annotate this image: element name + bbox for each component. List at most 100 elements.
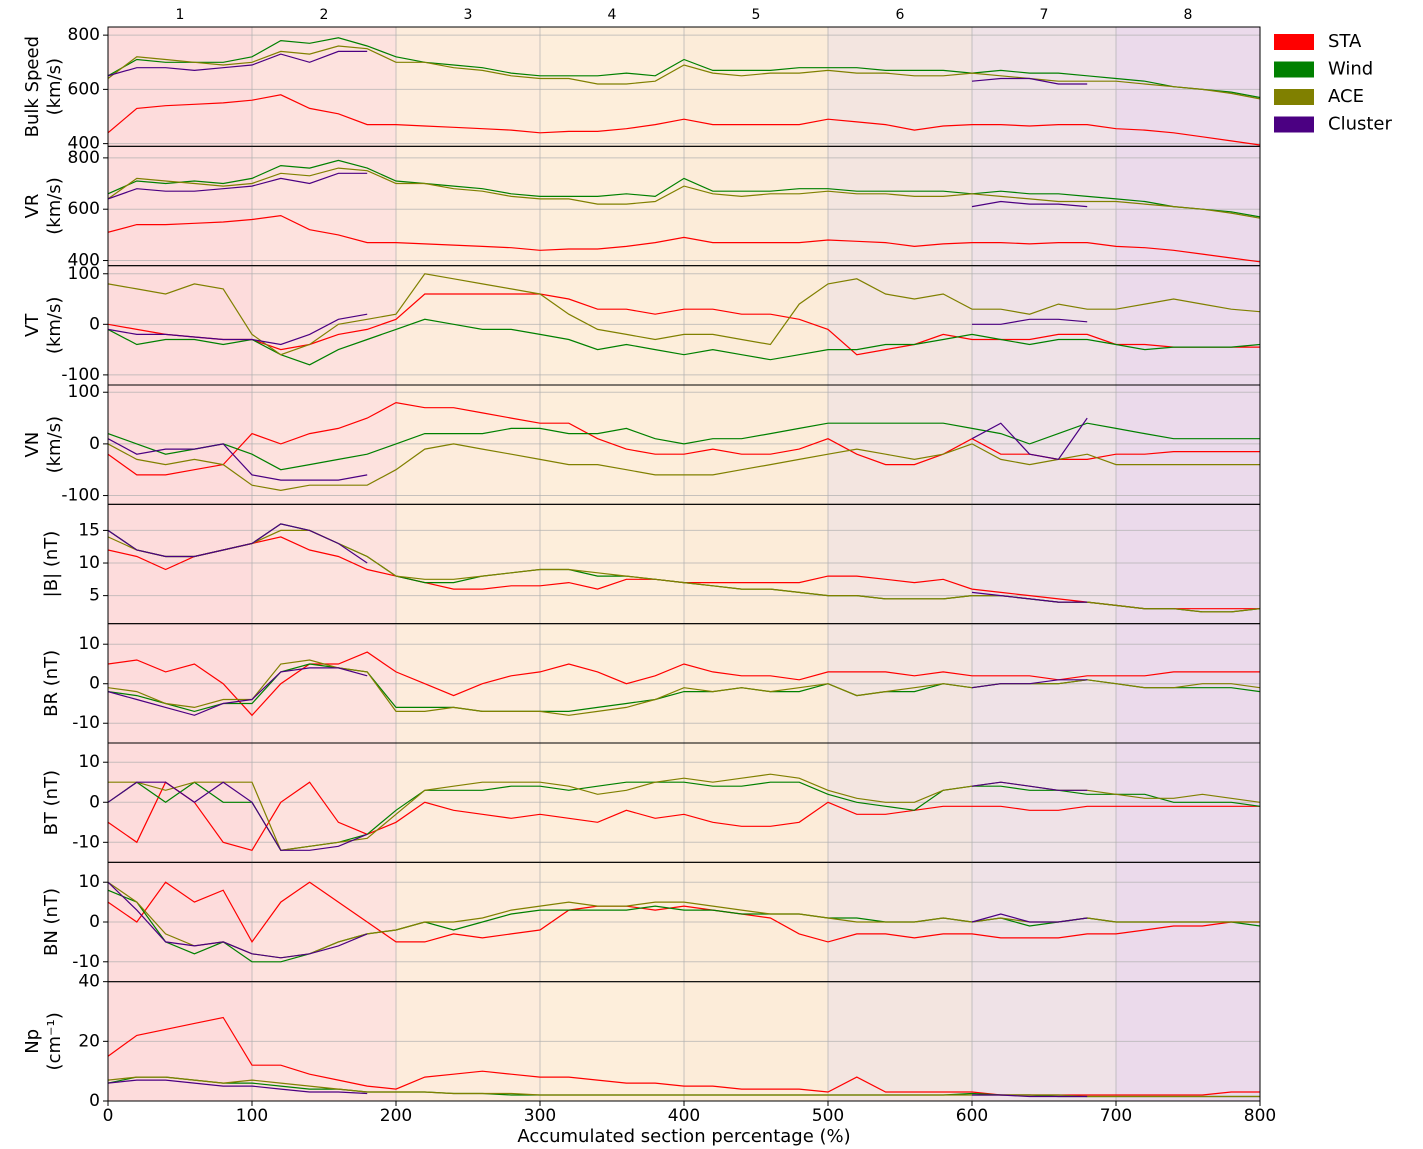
y-tick-label: 800 <box>68 148 100 168</box>
section-label: 4 <box>608 7 617 23</box>
series-line <box>108 159 1260 218</box>
x-tick-label: 700 <box>1100 1106 1132 1126</box>
y-axis-label: VT <box>22 313 43 337</box>
section-label: 2 <box>320 7 329 23</box>
y-axis-label: (cm⁻¹) <box>44 1012 65 1070</box>
legend-swatch <box>1274 89 1314 105</box>
section-label: 6 <box>896 7 905 23</box>
y-tick-label: 0 <box>89 1091 100 1111</box>
series-line <box>108 422 1260 471</box>
y-axis-label: (km/s) <box>44 416 65 473</box>
series-line <box>108 667 1088 716</box>
y-axis-label: VR <box>22 194 43 219</box>
legend-label: ACE <box>1328 86 1364 107</box>
legend-swatch <box>1274 61 1314 78</box>
series-line <box>108 273 1260 356</box>
series-line <box>108 214 1260 263</box>
y-tick-label: 600 <box>68 79 100 99</box>
y-tick-label: 10 <box>78 872 100 892</box>
series-line <box>108 172 1088 208</box>
y-axis-label: (km/s) <box>44 177 65 234</box>
series-line <box>108 523 1088 603</box>
plot-area <box>108 159 1260 263</box>
y-tick-label: -10 <box>72 952 100 972</box>
series-line <box>108 50 1088 85</box>
plot-area <box>108 523 1260 613</box>
y-axis-label: (km/s) <box>44 297 65 354</box>
legend-label: STA <box>1328 31 1362 52</box>
series-line <box>108 881 1260 944</box>
x-tick-label: 200 <box>380 1106 412 1126</box>
plot-area <box>108 881 1260 963</box>
y-tick-label: 20 <box>78 1031 100 1051</box>
y-tick-label: 5 <box>89 586 100 606</box>
y-tick-label: 100 <box>68 264 100 284</box>
legend-swatch <box>1274 116 1314 133</box>
y-tick-label: 15 <box>78 520 100 540</box>
x-tick-label: 600 <box>956 1106 988 1126</box>
legend-label: Wind <box>1328 59 1373 80</box>
series-line <box>108 881 1088 959</box>
section-label: 3 <box>464 7 473 23</box>
series-line <box>108 417 1088 481</box>
x-tick-label: 500 <box>812 1106 844 1126</box>
plot-area <box>108 37 1260 146</box>
y-tick-label: 10 <box>78 634 100 654</box>
y-tick-label: 400 <box>68 251 100 271</box>
y-tick-label: 0 <box>89 792 100 812</box>
y-axis-label: BN (nT) <box>41 888 62 956</box>
y-axis-label: Bulk Speed <box>22 36 43 137</box>
x-tick-label: 800 <box>1244 1106 1276 1126</box>
y-tick-label: 0 <box>89 674 100 694</box>
y-axis-label: Np <box>22 1029 43 1054</box>
y-tick-label: 400 <box>68 134 100 154</box>
series-line <box>108 781 1260 852</box>
series-line <box>108 1076 1260 1098</box>
section-band <box>252 27 396 1101</box>
section-band <box>828 27 972 1101</box>
x-tick-label: 300 <box>524 1106 556 1126</box>
series-line <box>108 1079 1088 1098</box>
series-line <box>108 313 1088 346</box>
legend-swatch <box>1274 34 1314 50</box>
y-axis-label: VN <box>22 432 43 458</box>
series-line <box>108 45 1260 100</box>
section-band <box>540 27 684 1101</box>
y-tick-label: 40 <box>78 972 100 992</box>
y-tick-label: 0 <box>89 314 100 334</box>
series-line <box>108 37 1260 99</box>
series-line <box>108 94 1260 146</box>
y-tick-label: -10 <box>72 832 100 852</box>
series-line <box>108 401 1260 476</box>
section-label: 7 <box>1040 7 1049 23</box>
y-tick-label: 800 <box>68 25 100 45</box>
plot-area <box>108 773 1260 852</box>
x-tick-label: 0 <box>103 1106 114 1126</box>
section-label: 1 <box>176 7 185 23</box>
y-tick-label: 10 <box>78 752 100 772</box>
section-label: 8 <box>1184 7 1193 23</box>
plot-area <box>108 1016 1260 1098</box>
y-tick-label: 100 <box>68 382 100 402</box>
series-line <box>108 293 1260 356</box>
x-tick-label: 400 <box>668 1106 700 1126</box>
y-tick-label: -100 <box>61 365 100 385</box>
y-axis-label: BT (nT) <box>41 770 62 836</box>
y-axis-label: (km/s) <box>44 58 65 115</box>
y-tick-label: 0 <box>89 912 100 932</box>
series-line <box>108 318 1260 366</box>
plot-area <box>108 273 1260 366</box>
plot-area <box>108 651 1260 717</box>
legend-label: Cluster <box>1328 114 1392 135</box>
y-tick-label: -100 <box>61 486 100 506</box>
y-tick-label: 0 <box>89 434 100 454</box>
plot-area <box>108 401 1260 492</box>
section-band <box>396 27 540 1101</box>
y-axis-label: |B| (nT) <box>41 531 62 598</box>
y-axis-label: BR (nT) <box>41 650 62 717</box>
series-line <box>108 167 1260 219</box>
y-tick-label: 600 <box>68 199 100 219</box>
series-line <box>108 651 1260 717</box>
